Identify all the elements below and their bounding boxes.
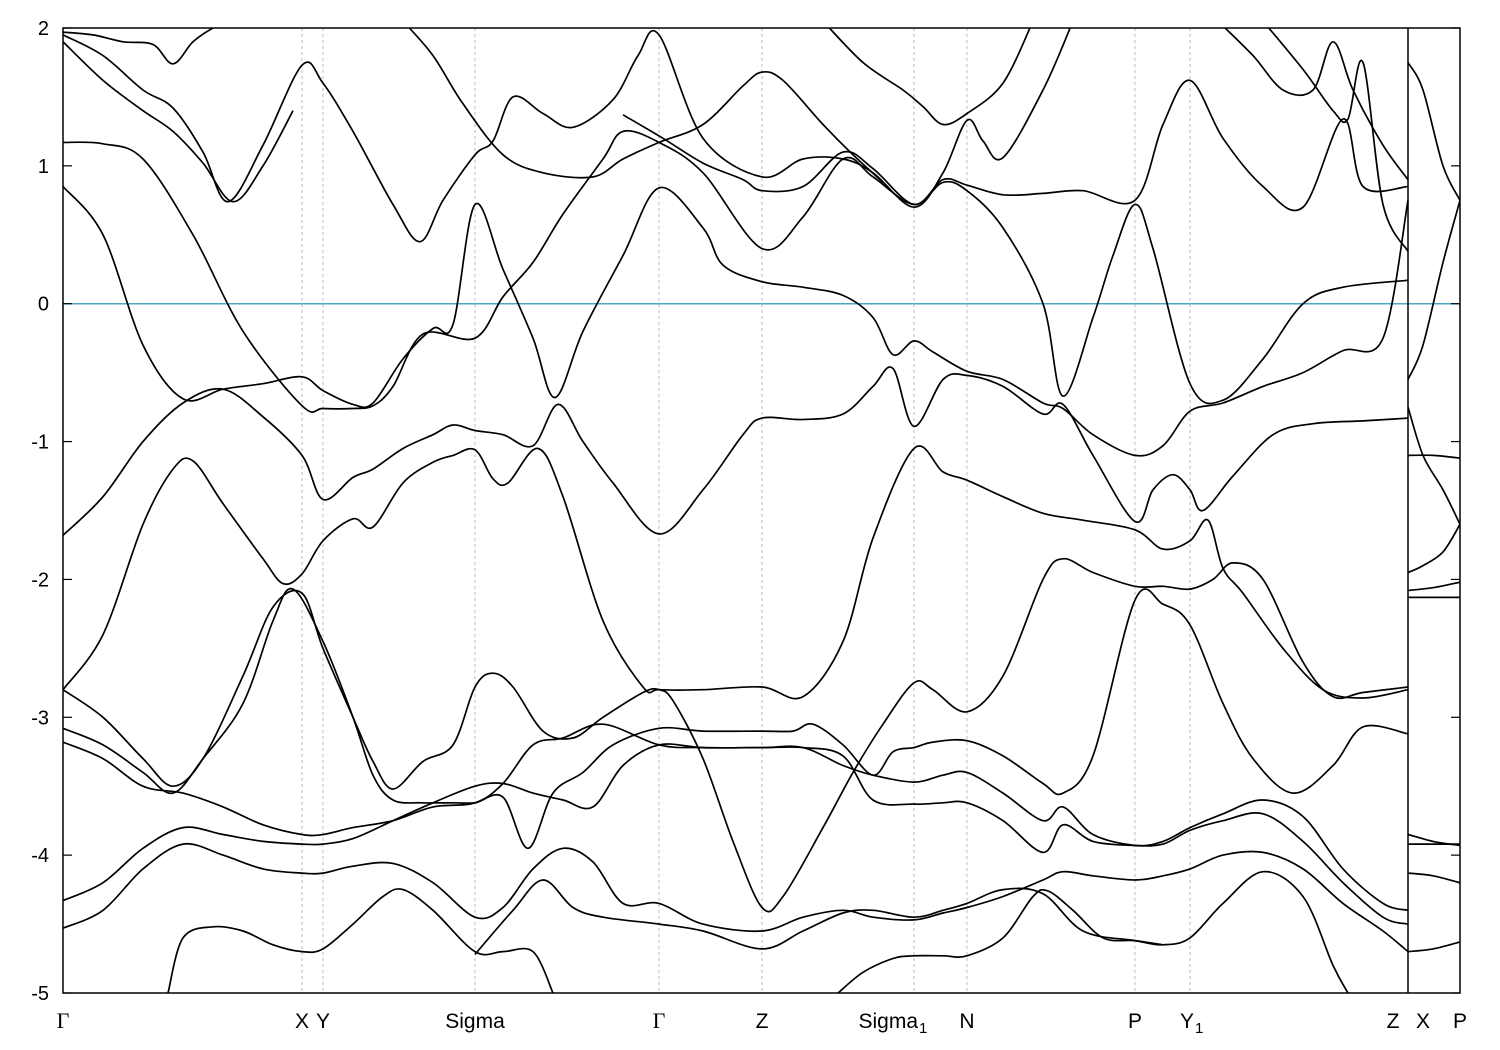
band-line-24 bbox=[1407, 523, 1460, 574]
kpoint-label: X bbox=[295, 1010, 309, 1033]
kpoint-label-subscript: 1 bbox=[1195, 1020, 1203, 1037]
band-line-1 bbox=[63, 129, 1409, 413]
band-lines bbox=[63, 28, 1460, 993]
band-line-10 bbox=[63, 723, 1409, 912]
kpoint-label: Z bbox=[756, 1010, 769, 1033]
band-line-7 bbox=[63, 445, 1409, 700]
kpoint-label: Γ bbox=[57, 1008, 70, 1033]
band-line-16 bbox=[622, 79, 1409, 212]
grid-lines bbox=[301, 28, 1191, 993]
band-line-8 bbox=[63, 557, 1409, 913]
band-line-26 bbox=[1407, 581, 1460, 592]
y-tick-label: 2 bbox=[38, 18, 49, 40]
kpoint-label: N bbox=[959, 1010, 974, 1033]
kpoint-label: Y bbox=[1180, 1010, 1194, 1033]
band-line-17 bbox=[828, 28, 1031, 126]
band-line-13 bbox=[167, 888, 554, 993]
y-tick-label: -5 bbox=[31, 983, 49, 1005]
kpoint-label: P bbox=[1453, 1010, 1467, 1033]
band-line-25 bbox=[1407, 454, 1460, 459]
band-line-12 bbox=[63, 842, 1409, 953]
band-line-11 bbox=[63, 743, 1409, 925]
band-line-4 bbox=[63, 28, 1072, 243]
kpoint-label: Γ bbox=[653, 1008, 666, 1033]
band-line-21 bbox=[1407, 62, 1460, 201]
y-axis-ticks: 2 1 0 -1 -2 -3 -4 -5 bbox=[31, 18, 1460, 1005]
kpoint-label: Sigma bbox=[858, 1010, 918, 1033]
band-line-14 bbox=[474, 870, 1349, 993]
y-tick-label: 1 bbox=[38, 156, 49, 178]
band-line-3 bbox=[63, 28, 215, 65]
band-line-9 bbox=[63, 587, 1409, 850]
band-line-2 bbox=[63, 185, 1409, 457]
band-line-20 bbox=[1267, 28, 1409, 252]
kpoint-label: Z bbox=[1387, 1010, 1400, 1033]
y-tick-label: -2 bbox=[31, 569, 49, 591]
y-tick-label: -1 bbox=[31, 432, 49, 454]
band-line-31 bbox=[1407, 941, 1460, 953]
y-tick-label: -3 bbox=[31, 707, 49, 729]
band-line-18 bbox=[408, 28, 884, 184]
kpoint-label-subscript: 1 bbox=[919, 1020, 927, 1037]
y-tick-label: -4 bbox=[31, 845, 49, 867]
band-line-5 bbox=[63, 41, 294, 203]
kpoint-label: X bbox=[1416, 1010, 1430, 1033]
kpoint-label: P bbox=[1128, 1010, 1142, 1033]
plot-frame bbox=[62, 27, 1461, 994]
y-tick-label: 0 bbox=[38, 294, 49, 316]
x-axis-kpoint-labels: Γ X Y Sigma Γ Z Sigma 1 N P Y 1 Z X P bbox=[57, 1008, 1467, 1037]
band-line-15 bbox=[837, 888, 1164, 993]
band-line-23 bbox=[1407, 406, 1460, 525]
kpoint-label: Sigma bbox=[445, 1010, 505, 1033]
band-line-19 bbox=[1223, 28, 1409, 181]
band-line-6 bbox=[63, 366, 1409, 536]
band-line-22 bbox=[1407, 200, 1460, 380]
band-line-30 bbox=[1407, 872, 1460, 884]
kpoint-label: Y bbox=[316, 1010, 330, 1033]
